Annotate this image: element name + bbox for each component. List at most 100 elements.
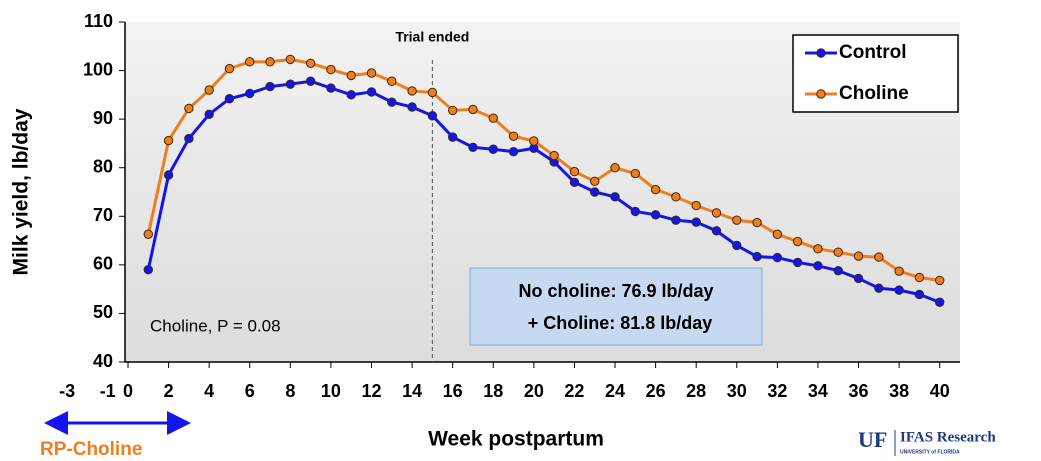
x-tick-label: 40 — [930, 381, 950, 401]
y-tick-label: 40 — [93, 351, 113, 371]
y-axis-label: Milk yield, lb/day — [10, 108, 33, 275]
data-point — [346, 90, 356, 100]
x-tick-label: 26 — [646, 381, 666, 401]
x-tick-label: 24 — [605, 381, 625, 401]
data-point — [691, 200, 701, 211]
data-point — [407, 86, 417, 96]
data-point — [387, 97, 397, 107]
data-point — [447, 105, 458, 116]
legend-box — [792, 34, 959, 113]
data-point — [326, 83, 336, 93]
legend-label: Choline — [839, 83, 909, 104]
data-point — [732, 240, 742, 251]
series-line — [146, 79, 941, 304]
data-point — [468, 104, 478, 115]
x-tick-label: 16 — [443, 381, 463, 401]
data-point — [853, 273, 864, 284]
logo-name: IFAS Research — [900, 429, 996, 445]
x-tick-label: 6 — [245, 381, 255, 401]
y-tick-label: 80 — [93, 156, 113, 176]
x-tick-label: 4 — [204, 381, 214, 401]
data-point — [285, 79, 296, 89]
data-point — [285, 54, 296, 65]
data-point — [630, 168, 641, 179]
data-point — [163, 170, 174, 180]
data-point — [569, 177, 580, 187]
summary-line: No choline: 76.9 lb/day — [518, 281, 713, 301]
summary-line: + Choline: 81.8 lb/day — [528, 313, 713, 333]
data-point — [346, 70, 356, 81]
data-point — [853, 251, 864, 261]
stat-note: Choline, P = 0.08 — [150, 316, 281, 335]
summary-box — [469, 267, 763, 346]
x-tick-label: 12 — [361, 381, 381, 401]
data-point — [671, 215, 681, 225]
data-point — [488, 144, 498, 154]
data-point — [184, 103, 194, 114]
x-tick-label: 18 — [483, 381, 503, 401]
data-point — [265, 57, 275, 67]
data-point — [610, 163, 620, 173]
data-point — [894, 266, 904, 276]
x-tick-label: 30 — [727, 381, 747, 401]
x-tick-label: 2 — [164, 381, 174, 401]
data-point — [549, 150, 559, 161]
data-point — [326, 64, 336, 75]
data-point — [569, 166, 580, 177]
data-point — [874, 283, 884, 293]
data-point — [914, 289, 925, 300]
logo-mark: UF — [858, 427, 887, 452]
data-point — [894, 285, 904, 295]
y-tick-label: 100 — [83, 59, 113, 79]
y-tick-label: 110 — [84, 11, 113, 31]
y-tick-label: 70 — [93, 205, 113, 225]
data-point — [650, 210, 661, 220]
data-point — [732, 215, 742, 225]
data-point — [610, 192, 620, 202]
x-tick-label: -3 — [59, 381, 75, 401]
data-point — [590, 176, 600, 187]
data-point — [935, 275, 945, 286]
x-tick-label: 32 — [767, 381, 787, 401]
data-point — [407, 102, 417, 112]
data-point — [163, 135, 174, 146]
data-point — [874, 252, 884, 262]
data-point — [245, 57, 255, 67]
data-point — [833, 247, 843, 257]
prepartum-label: RP-Choline — [40, 439, 142, 460]
data-point — [143, 265, 153, 275]
x-tick-label: 14 — [402, 381, 422, 401]
x-tick-label: 8 — [285, 381, 295, 401]
trial-end-label: Trial ended — [395, 29, 469, 45]
data-point — [813, 244, 823, 254]
y-tick-label: 60 — [93, 254, 113, 274]
x-tick-label: 20 — [524, 381, 544, 401]
data-point — [772, 252, 783, 263]
x-tick-label: 38 — [889, 381, 909, 401]
data-point — [204, 109, 214, 119]
series-line — [146, 57, 940, 282]
legend-marker — [816, 89, 826, 99]
x-tick-label: 0 — [123, 381, 133, 401]
data-point — [305, 76, 316, 86]
data-point — [914, 272, 925, 283]
data-point — [792, 257, 803, 268]
data-point — [427, 87, 438, 98]
data-point — [468, 142, 478, 153]
data-point — [752, 217, 762, 228]
data-point — [691, 217, 701, 227]
data-point — [366, 68, 377, 78]
x-tick-label: 10 — [321, 381, 341, 401]
logo-sub: UNIVERSITY of FLORIDA — [900, 449, 960, 455]
x-axis-label: Week postpartum — [428, 428, 604, 451]
data-point — [447, 132, 458, 142]
data-point — [427, 111, 438, 121]
data-point — [305, 58, 316, 68]
data-point — [387, 76, 397, 86]
data-point — [224, 94, 235, 104]
data-point — [245, 88, 255, 99]
data-point — [224, 63, 235, 74]
x-tick-label: 28 — [686, 381, 706, 401]
data-point — [833, 265, 843, 276]
